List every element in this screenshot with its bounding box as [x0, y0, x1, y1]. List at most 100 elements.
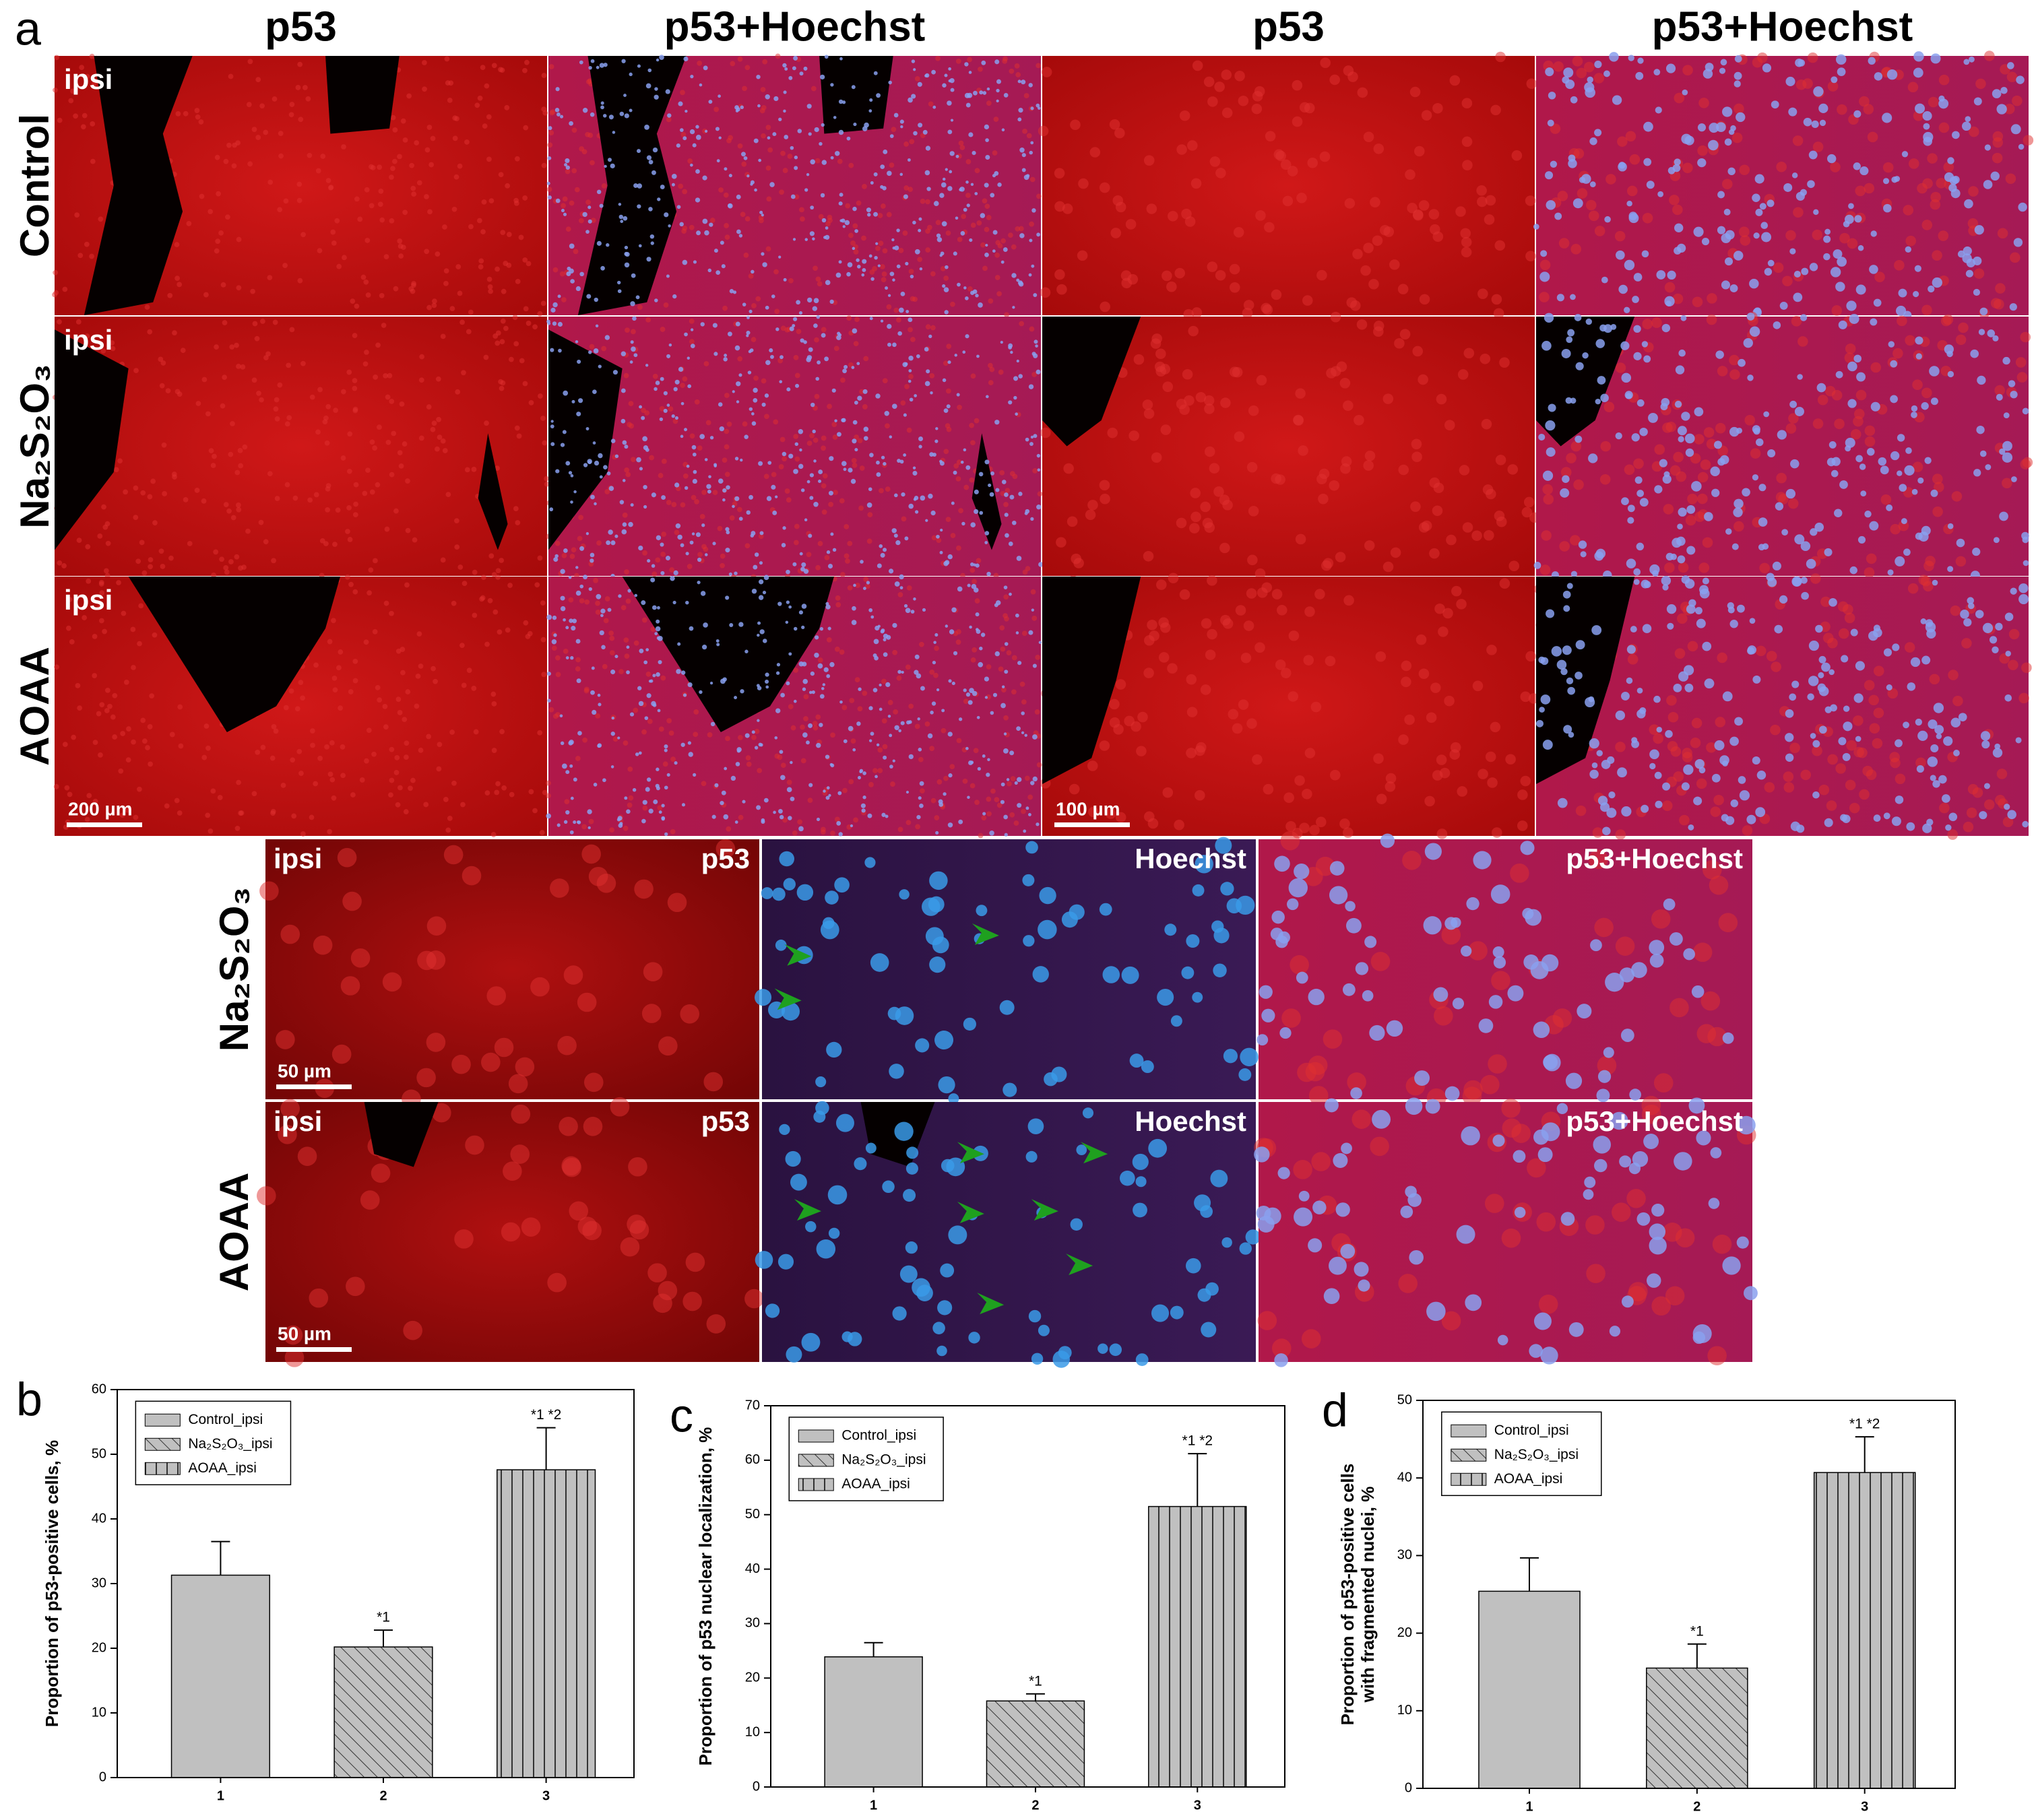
cell — [847, 585, 853, 591]
nucleus — [2010, 124, 2021, 135]
nucleus — [563, 618, 566, 622]
cell — [1015, 226, 1021, 232]
nucleus — [771, 294, 775, 298]
nucleus — [972, 151, 976, 156]
scale-bar — [276, 1347, 352, 1352]
nucleus — [735, 321, 740, 327]
nucleus — [913, 131, 918, 136]
cell — [1831, 389, 1843, 401]
cell — [878, 240, 884, 247]
cell — [1215, 168, 1226, 178]
cell — [1186, 674, 1197, 685]
nucleus — [945, 265, 949, 269]
nucleus — [1847, 399, 1857, 408]
cell — [1667, 711, 1679, 723]
nucleus — [763, 798, 769, 803]
nucleus — [1030, 517, 1034, 521]
cell — [167, 292, 173, 298]
nucleus — [2010, 587, 2017, 595]
cell — [53, 783, 59, 789]
nucleus — [874, 255, 878, 260]
nucleus — [776, 663, 781, 667]
nucleus — [994, 651, 1000, 657]
cell — [424, 194, 429, 199]
nucleus — [637, 64, 641, 68]
cell — [368, 567, 374, 573]
cell — [1932, 506, 1943, 517]
nucleus — [979, 647, 983, 651]
cell — [1113, 724, 1124, 735]
nucleus — [822, 683, 826, 686]
nucleus — [984, 252, 989, 257]
scale-bar — [1054, 822, 1130, 827]
cell — [1190, 511, 1201, 523]
nucleus — [1016, 726, 1021, 732]
nucleus — [885, 286, 889, 290]
cell — [352, 378, 358, 383]
cell — [547, 142, 553, 148]
nucleus — [1279, 1027, 1292, 1039]
cell — [1456, 599, 1467, 610]
cell — [431, 420, 437, 426]
cell — [284, 482, 290, 488]
cell — [183, 496, 189, 502]
nucleus — [1560, 1212, 1575, 1226]
cell — [298, 117, 304, 123]
cell — [297, 278, 303, 284]
nucleus — [834, 151, 840, 156]
cell — [70, 88, 75, 94]
nucleus — [1023, 829, 1027, 833]
nucleus — [671, 414, 675, 418]
cell — [661, 531, 667, 537]
cell — [92, 673, 98, 678]
cell — [1493, 308, 1504, 319]
cell — [484, 83, 490, 89]
nucleus — [989, 831, 994, 836]
cell — [763, 474, 769, 480]
cell — [1205, 649, 1216, 660]
cell — [484, 641, 490, 647]
cell — [1713, 794, 1724, 806]
nucleus — [729, 623, 734, 628]
nucleus — [1753, 427, 1760, 435]
nucleus — [579, 584, 584, 589]
nucleus — [903, 413, 907, 417]
nucleus — [1615, 250, 1625, 260]
cell — [402, 209, 408, 216]
cell — [839, 649, 845, 655]
nucleus — [746, 330, 751, 335]
cell — [522, 195, 528, 201]
cell — [255, 749, 261, 755]
annotation: *1 — [1029, 1673, 1042, 1689]
nucleus — [1221, 1237, 1232, 1248]
nucleus — [1069, 904, 1085, 920]
cell — [818, 214, 824, 220]
nucleus — [808, 132, 812, 136]
nucleus — [713, 249, 718, 253]
nucleus — [1903, 548, 1911, 556]
nucleus — [579, 546, 585, 551]
nucleus — [1950, 717, 1961, 727]
cell — [821, 509, 827, 515]
cell — [260, 744, 266, 750]
nucleus — [984, 459, 990, 465]
nucleus — [1996, 104, 2007, 115]
nucleus — [1620, 691, 1630, 701]
cell — [1675, 1228, 1695, 1248]
nucleus — [575, 566, 579, 569]
nucleus — [743, 156, 748, 160]
cell — [575, 666, 581, 672]
cell — [1019, 681, 1025, 687]
cell — [629, 1220, 649, 1240]
nucleus — [692, 143, 697, 148]
cell — [1482, 484, 1494, 495]
nucleus — [759, 743, 763, 747]
nucleus — [1019, 148, 1025, 153]
nucleus — [838, 129, 844, 135]
cell — [761, 378, 767, 384]
nucleus — [1702, 641, 1712, 651]
cell — [959, 145, 965, 150]
nucleus — [1901, 518, 1907, 525]
cell — [1070, 119, 1081, 131]
nucleus — [626, 670, 630, 674]
